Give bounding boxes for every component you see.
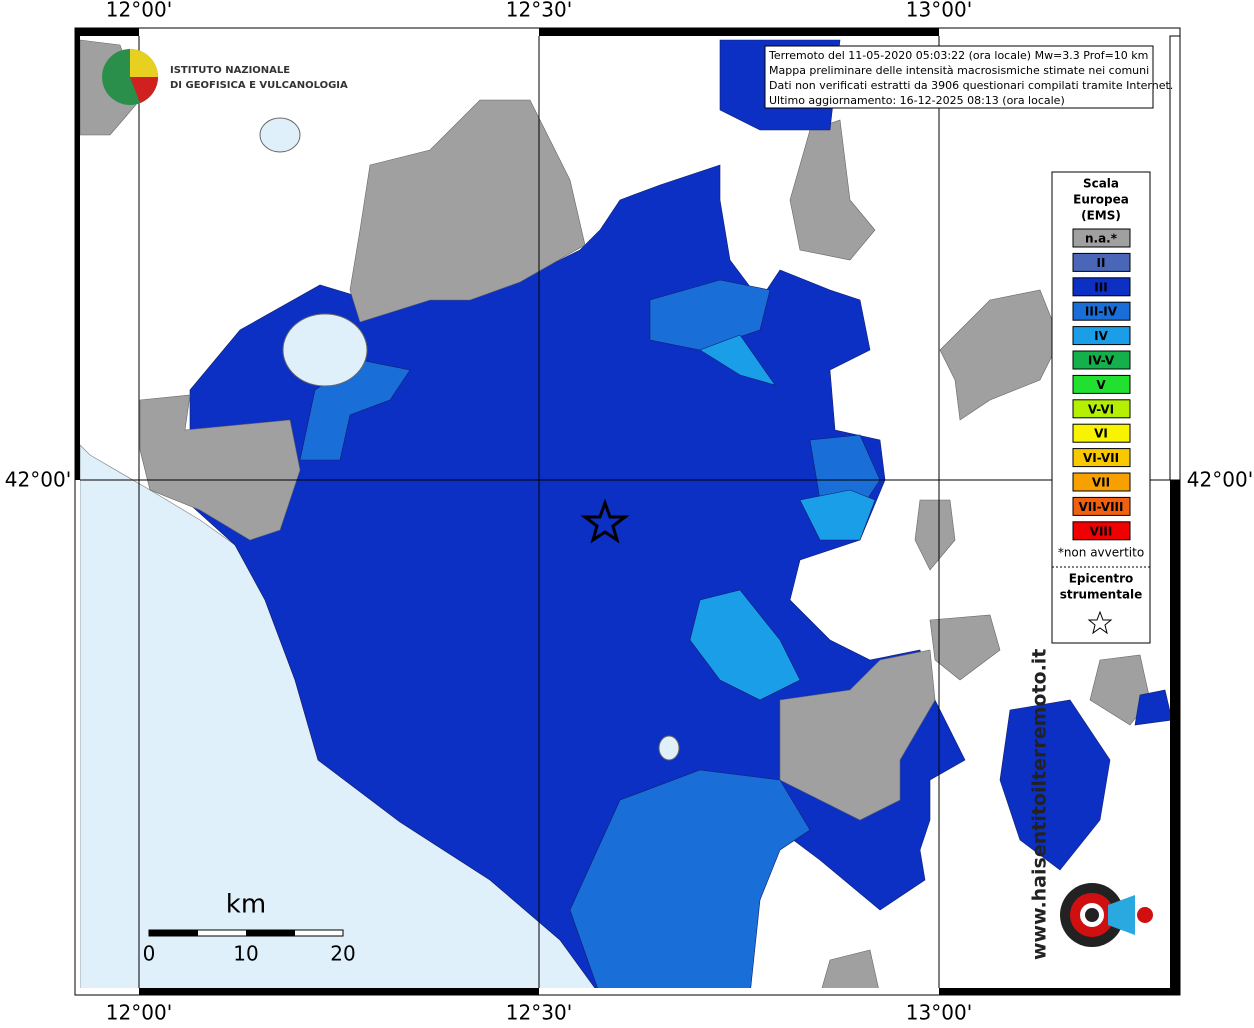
legend-swatch	[1072, 448, 1131, 468]
info-line: Terremoto del 11-05-2020 05:03:22 (ora l…	[768, 49, 1148, 62]
region-iii	[1134, 689, 1170, 726]
legend-title: (EMS)	[1081, 209, 1121, 223]
region-iv	[689, 589, 801, 701]
region-na	[939, 289, 1061, 421]
region-iii	[999, 699, 1111, 871]
region-iii-iv	[649, 279, 771, 351]
info-line: Dati non verificati estratti da 3906 que…	[769, 79, 1173, 92]
graticule	[80, 36, 1170, 988]
lon-label: 12°30'	[506, 1001, 572, 1025]
legend-label: III-IV	[1085, 305, 1118, 319]
legend-label: V-VI	[1088, 402, 1114, 416]
legend-swatch	[1072, 326, 1131, 346]
lat-label: 42°00'	[5, 468, 71, 492]
legend-label: II	[1097, 256, 1106, 270]
legend-title: Europea	[1073, 193, 1129, 207]
logo-text: DI GEOFISICA E VULCANOLOGIA	[170, 80, 348, 91]
legend-swatch	[1072, 399, 1131, 419]
scale-unit: km	[226, 890, 266, 920]
ingv-logo: ISTITUTO NAZIONALE DI GEOFISICA E VULCAN…	[102, 49, 348, 105]
lon-label: 13°00'	[906, 0, 972, 22]
region-iv	[699, 334, 776, 386]
legend-label: IV-V	[1088, 354, 1115, 368]
legend-label: VI-VII	[1083, 451, 1119, 465]
lon-label: 13°00'	[906, 1001, 972, 1025]
legend-swatch	[1072, 423, 1131, 443]
legend-star	[1087, 610, 1113, 635]
legend-swatch	[1072, 374, 1131, 394]
info-line: Mappa preliminare delle intensità macros…	[769, 64, 1149, 77]
legend-swatch	[1072, 472, 1131, 492]
legend-swatch	[1072, 350, 1131, 370]
watermark-logo	[1060, 883, 1153, 947]
region-iv	[799, 489, 876, 541]
coordinate-labels: 12°00' 12°00' 12°30' 12°30' 13°00' 13°00' 42°0…	[5, 0, 1253, 1025]
legend-swatch	[1072, 228, 1131, 248]
region-na	[914, 499, 956, 571]
legend-swatch	[1072, 301, 1131, 321]
region-na	[821, 949, 879, 988]
map-area	[80, 36, 1170, 988]
scale-tick-label: 0	[143, 942, 156, 966]
legend-title: Scala	[1083, 177, 1119, 191]
lon-label: 12°00'	[106, 1001, 172, 1025]
info-box	[764, 45, 1154, 109]
region-na	[789, 119, 876, 261]
legend-label: VI	[1094, 427, 1108, 441]
legend-label: VIII	[1090, 524, 1113, 538]
legend-label: VII-VIII	[1078, 500, 1123, 514]
legend-label: V	[1096, 378, 1106, 392]
region-na	[929, 614, 1001, 681]
frame-border	[74, 27, 1181, 996]
region-iii-iv	[809, 434, 881, 511]
legend-swatch	[1072, 521, 1131, 541]
lon-label: 12°30'	[506, 0, 572, 22]
region-na	[779, 649, 936, 821]
scale-labels: km 0 10 20	[143, 890, 356, 966]
info-line: Ultimo aggiornamento: 16-12-2025 08:13 (…	[769, 94, 1065, 107]
scale-tick-label: 10	[233, 942, 258, 966]
legend-swatch	[1072, 496, 1131, 516]
region-na	[139, 394, 301, 541]
legend-swatch	[1072, 252, 1131, 272]
legend-label: IV	[1094, 329, 1108, 343]
legend-label: n.a.*	[1085, 232, 1118, 246]
legend-epicenter: strumentale	[1060, 588, 1143, 602]
region-na	[349, 99, 586, 323]
scale-bar	[148, 929, 344, 937]
epicenter-star	[580, 498, 630, 544]
legend: ScalaEuropea(EMS)n.a.*IIIIIIII-IVIVIV-VV…	[1058, 177, 1144, 602]
lake	[259, 117, 301, 153]
legend-epicenter: Epicentro	[1069, 572, 1134, 586]
watermark-text: www.haisentitoilterremoto.it	[1029, 649, 1051, 960]
legend-note: *non avvertito	[1058, 546, 1144, 560]
legend-label: VII	[1092, 476, 1110, 490]
lake	[282, 313, 368, 387]
legend-swatch	[1072, 277, 1131, 297]
lake	[658, 735, 680, 761]
legend-label: III	[1094, 280, 1107, 294]
lat-label: 42°00'	[1187, 468, 1253, 492]
info-text: Terremoto del 11-05-2020 05:03:22 (ora l…	[768, 49, 1173, 107]
scale-tick-label: 20	[330, 942, 355, 966]
logo-text: ISTITUTO NAZIONALE	[170, 65, 290, 76]
lon-label: 12°00'	[106, 0, 172, 22]
region-iii-iv	[569, 769, 811, 988]
